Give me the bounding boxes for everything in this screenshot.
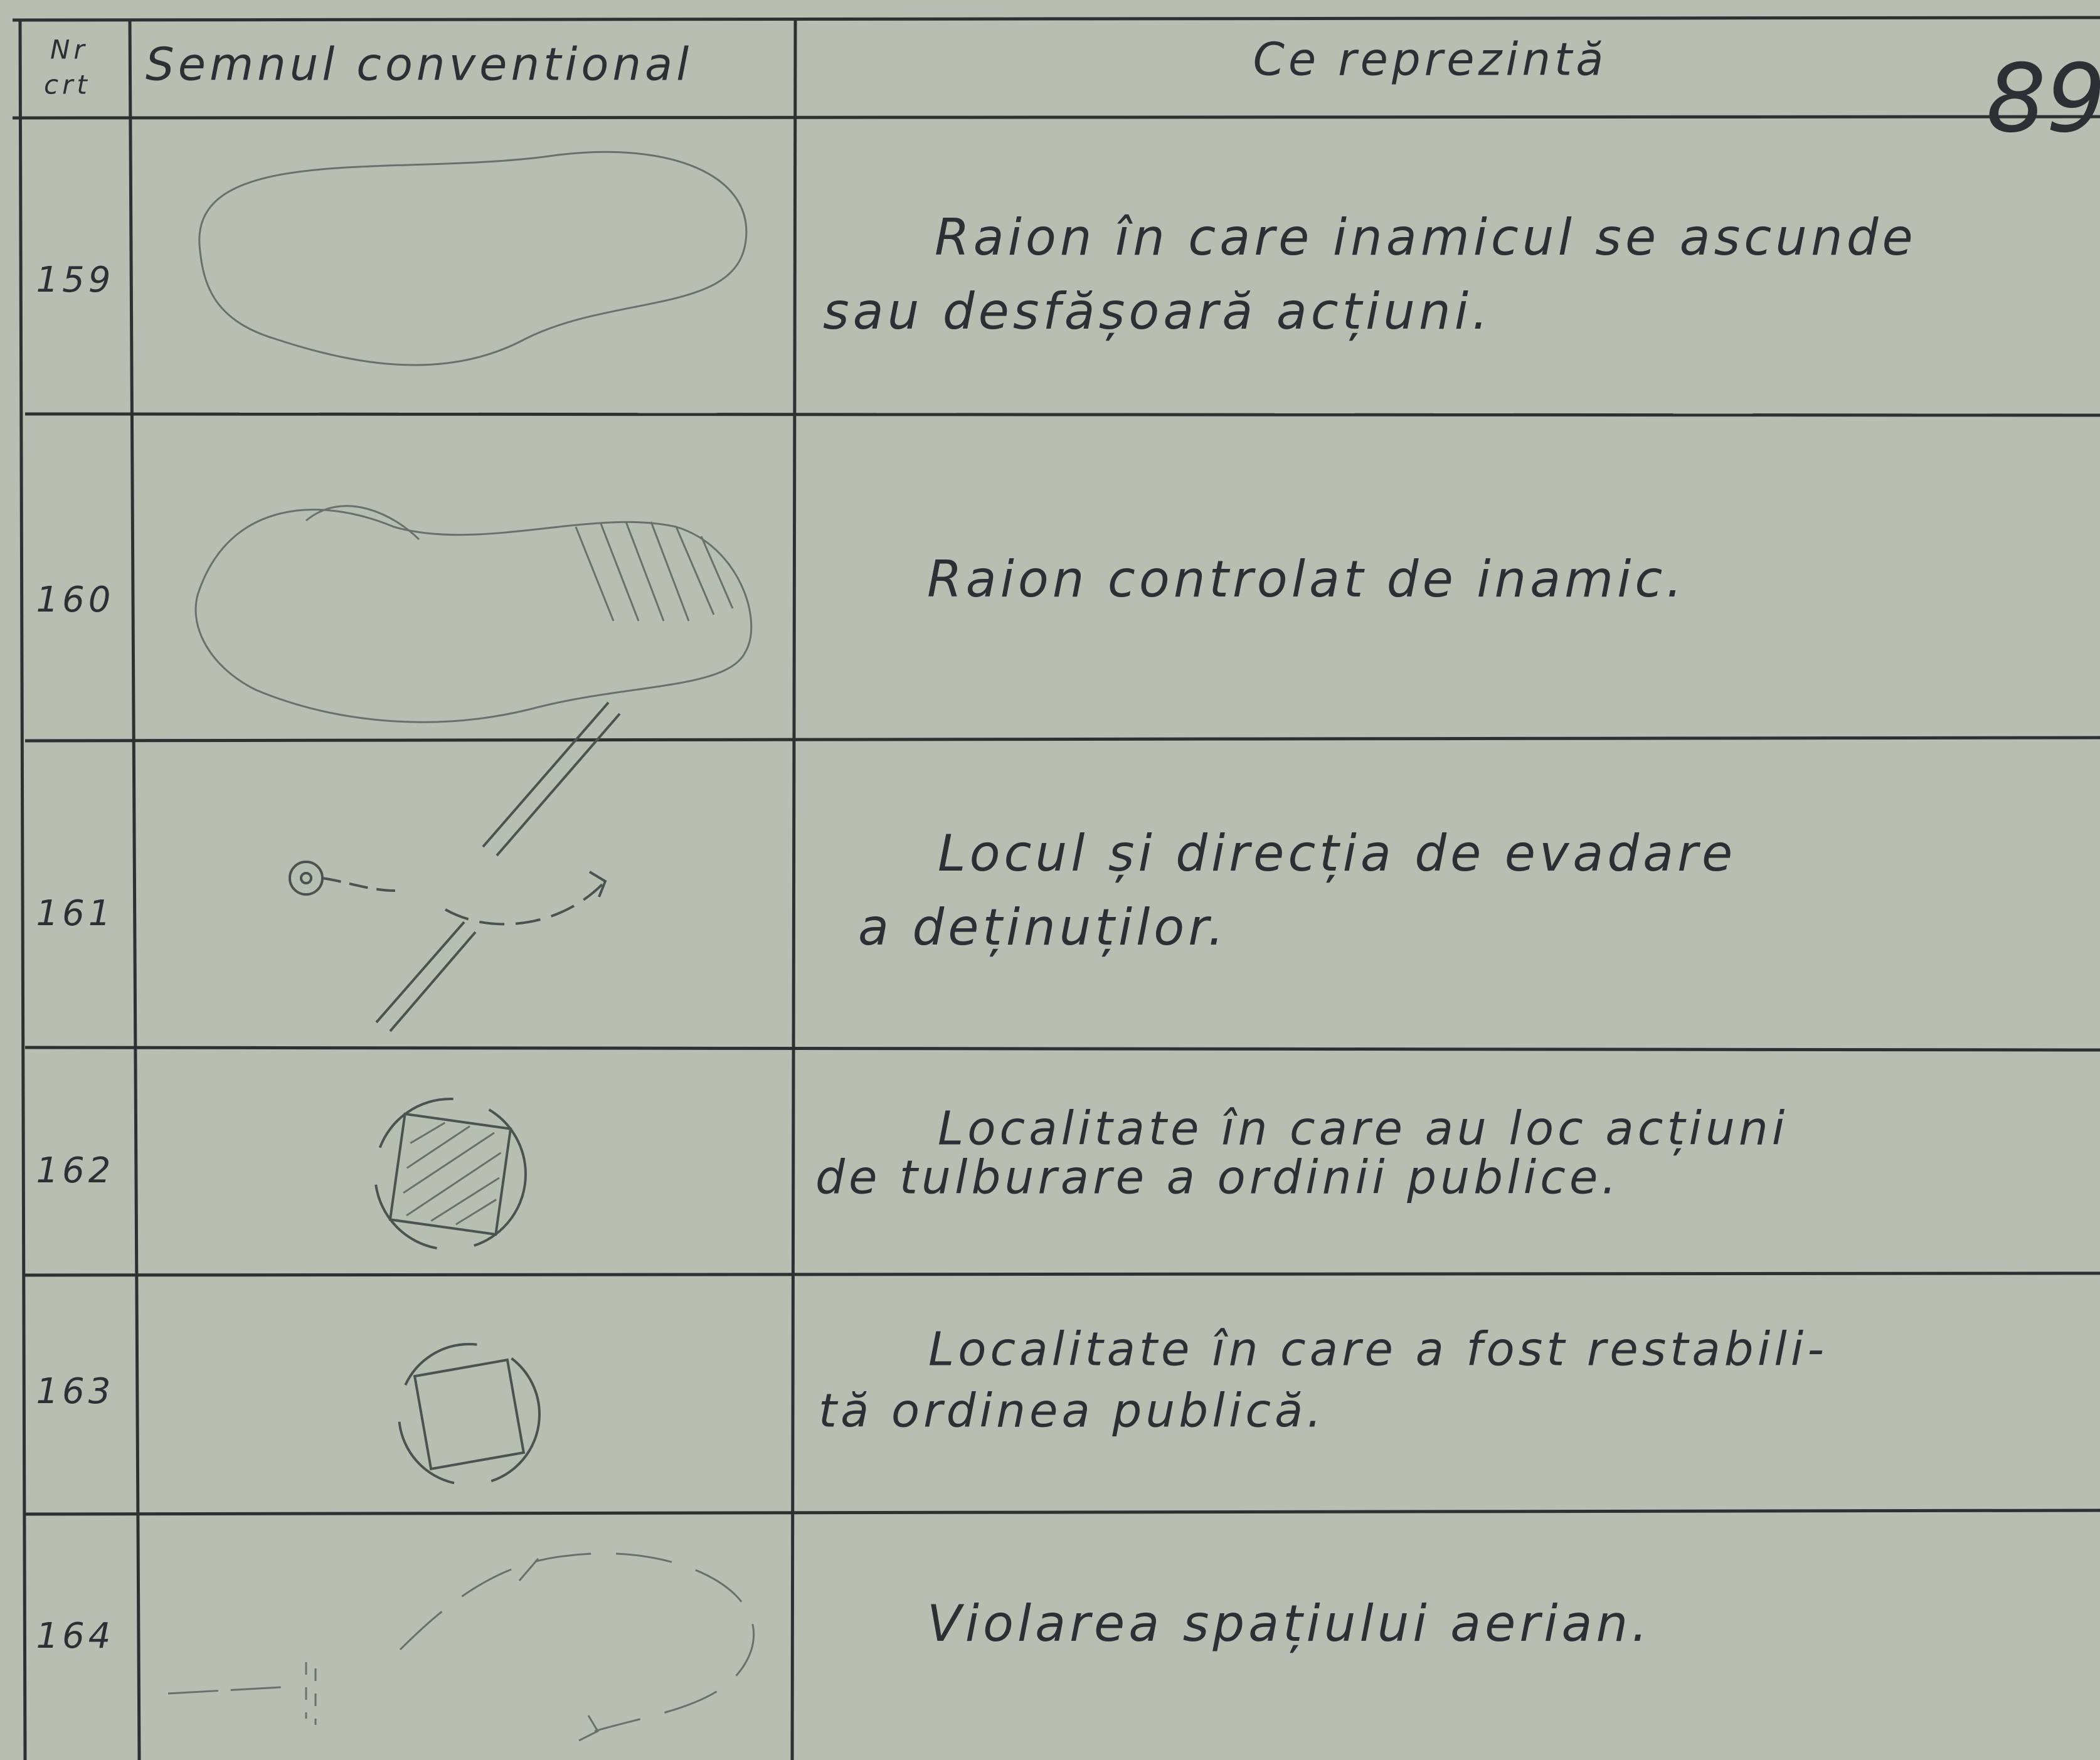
meaning-line: Locul și direcția de evadare <box>938 824 1736 883</box>
header-meaning: Ce reprezintă <box>1253 33 1608 86</box>
meaning-line: Raion în care inamicul se ascunde <box>935 208 1917 267</box>
rule <box>128 18 141 1760</box>
meaning-line: a deținuților. <box>858 898 1228 957</box>
rule <box>24 736 2100 743</box>
header-symbol: Semnul conventional <box>146 38 692 91</box>
page-number: 89 <box>1986 45 2100 154</box>
table-grid <box>12 16 2100 1760</box>
rule <box>24 1046 2100 1052</box>
symbol-163 <box>398 1343 541 1486</box>
rule <box>12 16 2100 22</box>
meaning-line: tă ordinea publică. <box>819 1384 1325 1438</box>
rule <box>12 115 2100 120</box>
header-number-top: Nr <box>50 34 88 65</box>
meaning-line: Localitate în care au loc acțiuni <box>938 1102 1788 1156</box>
row-number: 163 <box>36 1371 115 1412</box>
rule <box>24 1508 2100 1516</box>
meaning-line: Violarea spațiului aerian. <box>927 1594 1652 1653</box>
row-number: 159 <box>36 260 115 300</box>
row-number: 161 <box>36 893 115 934</box>
symbol-162 <box>374 1098 527 1251</box>
row-number: 164 <box>36 1616 115 1657</box>
row-number: 162 <box>36 1150 115 1191</box>
meaning-line: Raion controlat de inamic. <box>927 550 1686 608</box>
symbol-160 <box>194 505 753 723</box>
symbol-161 <box>289 701 621 1032</box>
rule <box>18 18 27 1760</box>
symbol-164 <box>167 1552 755 1742</box>
header-number-bottom: crt <box>44 70 91 100</box>
row-number: 160 <box>36 580 115 620</box>
meaning-line: de tulburare a ordinii publice. <box>815 1151 1620 1205</box>
rule <box>790 18 797 1760</box>
rule <box>24 412 2100 417</box>
symbol-159 <box>198 151 748 366</box>
meaning-line: sau desfășoară acțiuni. <box>823 282 1492 341</box>
rule <box>24 1271 2100 1277</box>
meaning-line: Localitate în care a fost restabili- <box>928 1323 1828 1377</box>
